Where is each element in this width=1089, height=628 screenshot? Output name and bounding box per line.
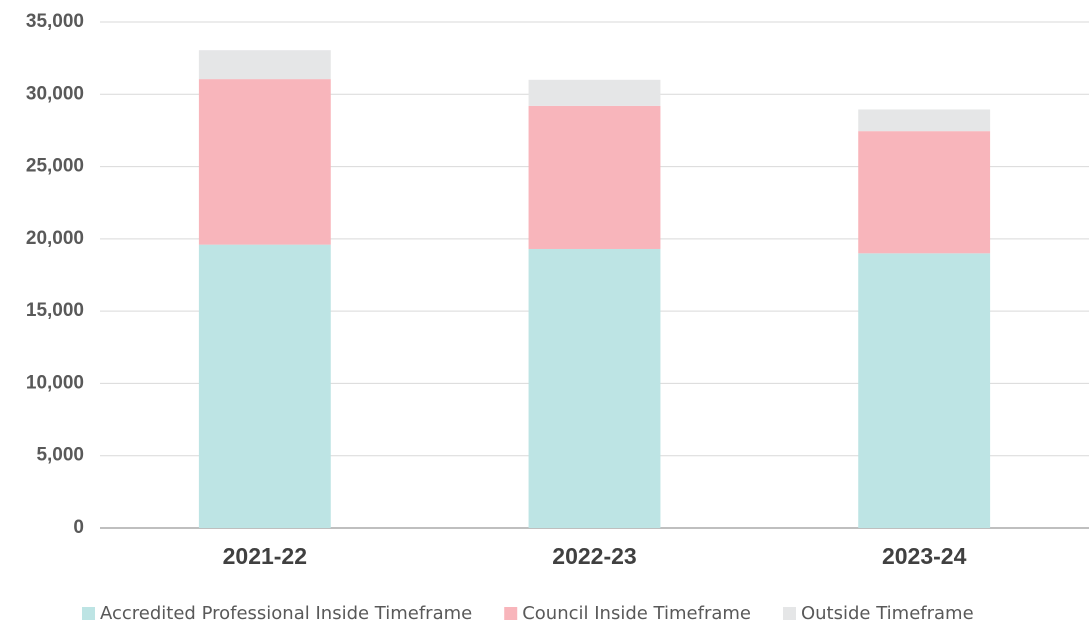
- bar-segment: [198, 79, 331, 245]
- x-tick-label: 2022-23: [552, 543, 636, 569]
- bar-segment: [198, 50, 331, 80]
- legend-label: Council Inside Timeframe: [522, 603, 751, 624]
- bar-segment: [198, 244, 331, 528]
- y-tick-label: 5,000: [36, 445, 84, 466]
- y-tick-label: 35,000: [26, 11, 84, 32]
- bar-segment: [858, 253, 991, 529]
- y-tick-label: 15,000: [26, 300, 84, 321]
- legend-swatch: [504, 607, 518, 620]
- y-tick-label: 10,000: [26, 372, 84, 393]
- x-tick-label: 2021-22: [223, 543, 307, 569]
- y-tick-label: 25,000: [26, 156, 84, 177]
- bar-segment: [858, 109, 991, 132]
- bar-segment: [528, 248, 661, 528]
- bar-segment: [858, 131, 991, 254]
- legend-label: Outside Timeframe: [801, 603, 974, 624]
- bar-segment: [528, 79, 661, 106]
- x-tick-label: 2023-24: [882, 543, 967, 569]
- legend-swatch: [782, 607, 796, 620]
- legend-swatch: [82, 607, 95, 620]
- y-tick-label: 0: [73, 517, 84, 538]
- bar-segment: [528, 105, 661, 249]
- y-tick-label: 30,000: [26, 83, 84, 104]
- legend-label: Accredited Professional Inside Timeframe: [100, 603, 472, 624]
- y-tick-label: 20,000: [26, 228, 84, 249]
